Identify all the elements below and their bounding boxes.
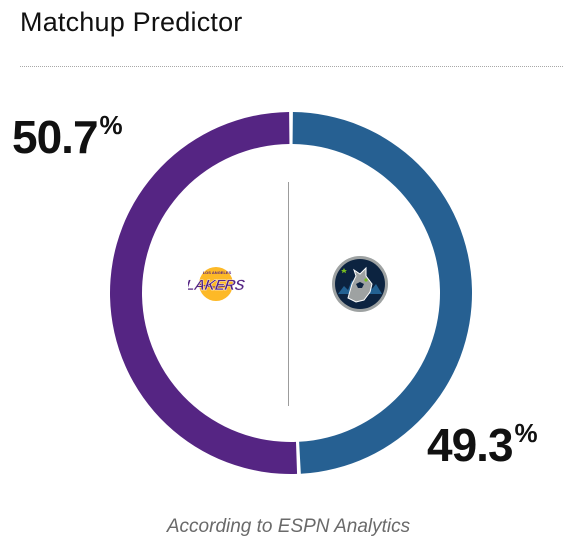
left-team-arc: [110, 112, 298, 474]
left-team-percent-sign: %: [99, 110, 123, 140]
center-divider-line: [288, 182, 289, 406]
right-team-percent-sign: %: [514, 418, 538, 448]
attribution-text: According to ESPN Analytics: [166, 516, 411, 537]
right-team-probability: 49.3%: [427, 419, 538, 471]
widget-title: Matchup Predictor: [20, 7, 243, 37]
right-team-probability-value: 49.3: [427, 419, 514, 471]
right-team-arc: [292, 112, 473, 474]
lakers-logo-icon[interactable]: LOS ANGELES LAKERS: [188, 264, 248, 304]
left-team-probability-value: 50.7: [12, 111, 99, 163]
left-team-probability: 50.7%: [12, 111, 123, 163]
title-divider: [20, 66, 563, 67]
svg-text:LOS ANGELES: LOS ANGELES: [203, 270, 232, 275]
svg-text:LAKERS: LAKERS: [188, 277, 246, 294]
timberwolves-logo-icon[interactable]: [330, 254, 390, 314]
